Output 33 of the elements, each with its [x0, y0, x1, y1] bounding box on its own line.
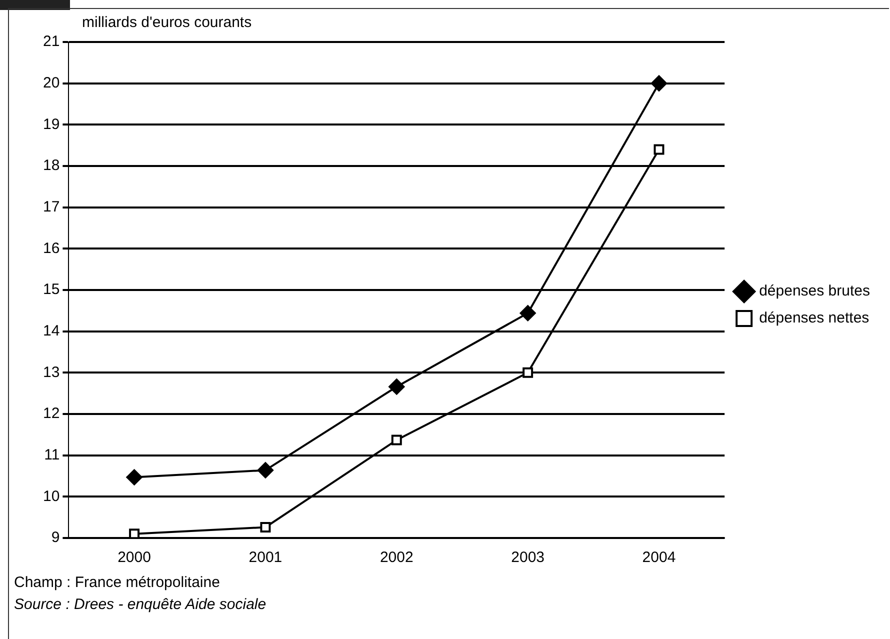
point [522, 367, 534, 378]
point [391, 434, 402, 446]
point [651, 75, 667, 92]
y-tick-label: 16 [42, 240, 60, 257]
y-tick-label: 21 [42, 33, 60, 50]
y-tick-label: 12 [42, 405, 60, 422]
y-tick-label: 15 [42, 281, 60, 298]
x-tick-label: 2002 [380, 549, 414, 566]
y-tick-label: 14 [42, 322, 60, 340]
y-tick-label: 17 [42, 198, 60, 216]
source-note: Source : Drees - enquête Aide sociale [14, 595, 266, 615]
x-tick-label: 2000 [118, 549, 151, 566]
x-tick-label: 2004 [642, 549, 676, 566]
y-tick-label: 9 [51, 529, 60, 546]
y-tick-label: 11 [44, 446, 60, 464]
point [257, 462, 274, 478]
legend-label: dépenses brutes [759, 282, 870, 300]
x-tick-label: 2003 [511, 549, 545, 566]
y-tick-label: 20 [42, 74, 60, 92]
legend-label: dépenses nettes [759, 310, 870, 327]
y-tick-label: 19 [42, 116, 60, 133]
point [654, 144, 664, 155]
point [129, 528, 140, 538]
y-tick-label: 10 [42, 488, 60, 505]
point [126, 469, 142, 486]
text: Champ : France métropolitaine [14, 573, 221, 593]
point [388, 378, 405, 395]
point [520, 305, 536, 322]
point [260, 522, 271, 532]
y-tick-label: 18 [42, 157, 60, 174]
y-tick-label: 13 [42, 364, 60, 381]
x-tick-label: 2001 [248, 549, 282, 566]
y-axis-title: milliards d'euros courants [82, 14, 252, 31]
